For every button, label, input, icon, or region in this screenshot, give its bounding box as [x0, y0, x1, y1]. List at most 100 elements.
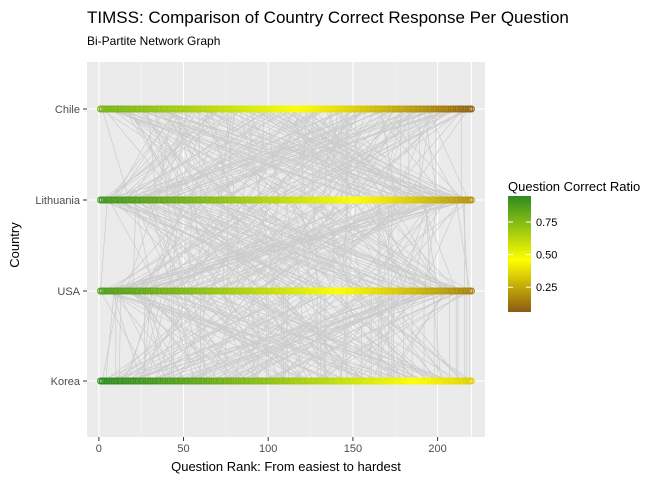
network-edge [156, 290, 311, 382]
network-edge [384, 199, 447, 292]
network-edge [118, 290, 122, 382]
network-edge [142, 108, 472, 201]
network-edge [271, 199, 289, 292]
network-edge [105, 199, 409, 292]
chart-subtitle: Bi-Partite Network Graph [87, 34, 220, 48]
network-edge [423, 108, 438, 201]
network-edge [183, 290, 203, 382]
network-edge [127, 108, 184, 201]
x-axis-ticks: 0 50 100 150 200 [96, 437, 447, 455]
network-edge [103, 108, 244, 201]
network-edge [249, 108, 442, 201]
network-edge [176, 290, 230, 382]
network-edge [183, 199, 464, 292]
network-edge [337, 108, 415, 201]
question-point [468, 287, 475, 295]
network-edge [105, 290, 115, 382]
network-edge [298, 199, 322, 292]
network-edge [174, 290, 252, 382]
network-edge [291, 108, 425, 201]
network-edge [306, 108, 352, 201]
network-edge [340, 290, 349, 382]
network-edge [215, 290, 343, 382]
network-edge [411, 199, 432, 292]
network-edge [154, 108, 169, 201]
network-edge [327, 199, 416, 292]
network-edge [367, 290, 464, 382]
network-edge [290, 290, 411, 382]
question-point [468, 105, 475, 113]
network-edge [261, 290, 460, 382]
network-edge [229, 290, 443, 382]
network-edge [389, 290, 445, 382]
network-edge [369, 199, 459, 292]
network-edge [207, 199, 467, 292]
network-edge [295, 199, 413, 292]
network-edge [140, 108, 211, 201]
network-edge [169, 108, 213, 201]
network-edge [340, 199, 349, 292]
network-edge [139, 199, 442, 292]
network-edge [229, 199, 355, 292]
network-edge [352, 290, 418, 382]
network-edge [251, 199, 357, 292]
network-edge [120, 108, 237, 201]
network-edge [198, 290, 452, 382]
network-edge [328, 108, 339, 201]
network-edge [174, 108, 210, 201]
network-edge [352, 199, 415, 292]
network-edge [191, 108, 369, 201]
question-point [468, 377, 475, 385]
network-edge [278, 199, 418, 292]
network-edge [122, 108, 271, 201]
network-edge [379, 108, 405, 201]
network-edge [147, 290, 167, 382]
network-edge [178, 199, 259, 292]
network-edge [245, 199, 359, 292]
network-edge [102, 290, 376, 382]
network-edge [161, 290, 403, 382]
network-edge [113, 108, 299, 201]
network-edge [173, 199, 277, 292]
network-edge [117, 290, 164, 382]
question-point [468, 196, 475, 204]
network-edge [337, 199, 450, 292]
network-edge [352, 290, 415, 382]
network-edge [145, 290, 171, 382]
network-edges [100, 108, 472, 382]
network-edge [344, 290, 472, 382]
network-edge [178, 290, 213, 382]
question-points [97, 105, 475, 385]
network-edge [225, 199, 330, 292]
network-edge [200, 108, 403, 201]
network-edge [308, 290, 460, 382]
network-edge [249, 290, 337, 382]
network-edge [163, 199, 332, 292]
network-edge [234, 290, 256, 382]
network-edge [252, 108, 399, 201]
network-edge [152, 199, 394, 292]
network-edge [101, 108, 130, 201]
network-edge [129, 199, 266, 292]
y-tick-label: Korea [51, 376, 81, 388]
network-edge [217, 290, 303, 382]
network-edge [123, 108, 183, 201]
network-edge [247, 108, 289, 201]
network-edge [293, 199, 333, 292]
y-tick-label: Lithuania [35, 195, 81, 207]
network-edge [350, 290, 469, 382]
network-edge [112, 290, 142, 382]
network-edge [237, 290, 367, 382]
y-axis-ticks: Korea USA Lithuania Chile [35, 104, 87, 388]
network-edge [159, 290, 215, 382]
network-edge [101, 290, 120, 382]
network-edge [244, 108, 431, 201]
network-edge [354, 290, 464, 382]
network-edge [455, 199, 471, 292]
network-edge [227, 290, 452, 382]
network-edge [252, 108, 457, 201]
network-edge [124, 108, 216, 201]
x-tick-label: 150 [344, 443, 362, 455]
network-edge [305, 108, 413, 201]
network-edge [246, 290, 448, 382]
